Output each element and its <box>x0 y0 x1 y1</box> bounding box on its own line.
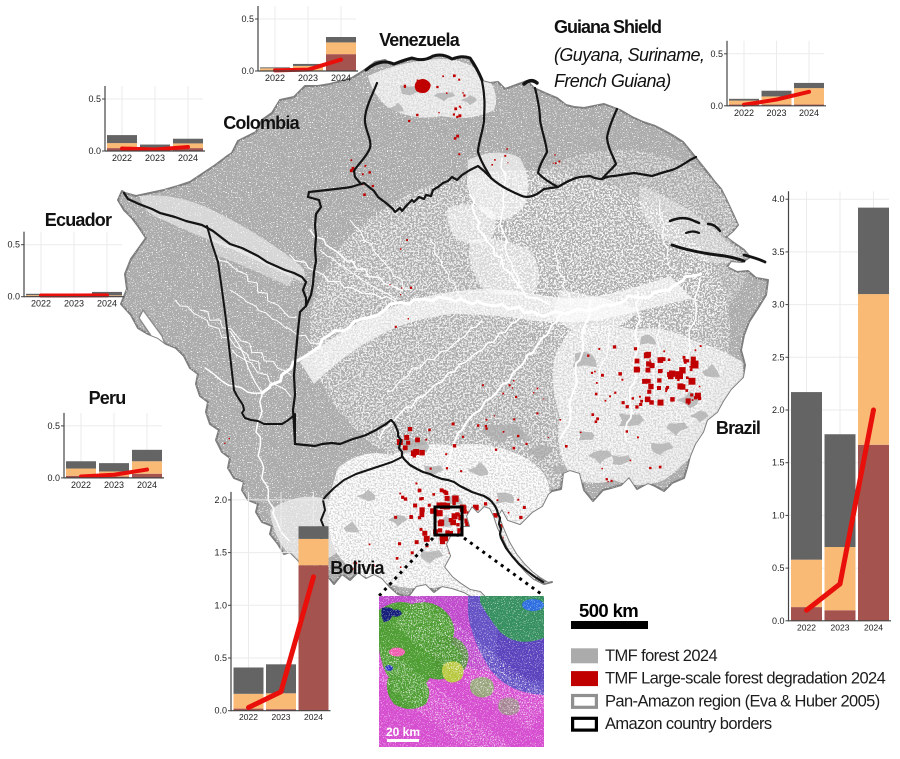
svg-text:French Guiana): French Guiana) <box>554 71 671 91</box>
svg-text:0.5: 0.5 <box>710 49 723 59</box>
svg-text:0.0: 0.0 <box>710 101 723 111</box>
svg-text:Venezuela: Venezuela <box>379 30 461 50</box>
svg-text:1.0: 1.0 <box>772 510 785 520</box>
svg-text:Guiana Shield: Guiana Shield <box>554 17 661 37</box>
svg-text:2022: 2022 <box>734 108 754 118</box>
svg-text:2022: 2022 <box>112 153 132 163</box>
svg-text:1.0: 1.0 <box>214 600 227 610</box>
svg-text:2.0: 2.0 <box>772 405 785 415</box>
svg-text:0.0: 0.0 <box>772 616 785 626</box>
svg-text:Peru: Peru <box>89 388 126 408</box>
svg-text:20 km: 20 km <box>386 725 420 739</box>
svg-text:2023: 2023 <box>272 712 291 722</box>
svg-text:3.0: 3.0 <box>772 300 785 310</box>
svg-text:0.5: 0.5 <box>772 563 785 573</box>
svg-text:2023: 2023 <box>145 153 165 163</box>
svg-text:TMF forest 2024: TMF forest 2024 <box>605 647 717 665</box>
svg-text:2023: 2023 <box>298 73 318 83</box>
svg-text:0.5: 0.5 <box>7 240 20 250</box>
svg-text:TMF Large-scale forest degrada: TMF Large-scale forest degradation 2024 <box>605 670 886 688</box>
svg-text:2024: 2024 <box>97 299 117 309</box>
svg-text:2024: 2024 <box>304 712 323 722</box>
svg-text:0.5: 0.5 <box>214 653 227 663</box>
svg-text:2022: 2022 <box>31 299 51 309</box>
svg-text:2023: 2023 <box>831 622 850 632</box>
svg-text:2022: 2022 <box>239 712 258 722</box>
svg-text:2023: 2023 <box>766 108 786 118</box>
svg-text:0.5: 0.5 <box>241 14 254 24</box>
svg-text:0.0: 0.0 <box>7 292 20 302</box>
svg-text:Brazil: Brazil <box>716 418 760 438</box>
svg-text:Colombia: Colombia <box>223 113 300 133</box>
svg-text:2022: 2022 <box>71 480 91 490</box>
svg-text:2023: 2023 <box>104 480 124 490</box>
svg-text:0.0: 0.0 <box>214 706 227 716</box>
svg-text:0.0: 0.0 <box>47 473 60 483</box>
svg-text:2024: 2024 <box>864 622 883 632</box>
svg-text:2024: 2024 <box>178 153 198 163</box>
svg-text:0.0: 0.0 <box>241 66 254 76</box>
svg-text:4.0: 4.0 <box>772 194 785 204</box>
svg-text:0.5: 0.5 <box>47 421 60 431</box>
svg-text:500 km: 500 km <box>579 600 638 621</box>
svg-text:0.5: 0.5 <box>88 94 101 104</box>
svg-text:Bolivia: Bolivia <box>330 558 385 578</box>
svg-text:2024: 2024 <box>799 108 819 118</box>
svg-text:2024: 2024 <box>137 480 157 490</box>
svg-text:1.5: 1.5 <box>772 458 785 468</box>
svg-text:2022: 2022 <box>265 73 285 83</box>
svg-text:2022: 2022 <box>797 622 816 632</box>
svg-text:2.5: 2.5 <box>772 352 785 362</box>
svg-text:2.0: 2.0 <box>214 495 227 505</box>
svg-text:1.5: 1.5 <box>214 548 227 558</box>
svg-text:Amazon country borders: Amazon country borders <box>605 715 772 733</box>
svg-text:2024: 2024 <box>331 73 351 83</box>
svg-text:3.5: 3.5 <box>772 247 785 257</box>
svg-text:0.0: 0.0 <box>88 146 101 156</box>
svg-text:2023: 2023 <box>64 299 84 309</box>
svg-text:Ecuador: Ecuador <box>45 210 112 230</box>
svg-text:Pan-Amazon region (Eva & Huber: Pan-Amazon region (Eva & Huber 2005) <box>605 692 880 710</box>
svg-text:(Guyana, Suriname,: (Guyana, Suriname, <box>554 45 704 65</box>
